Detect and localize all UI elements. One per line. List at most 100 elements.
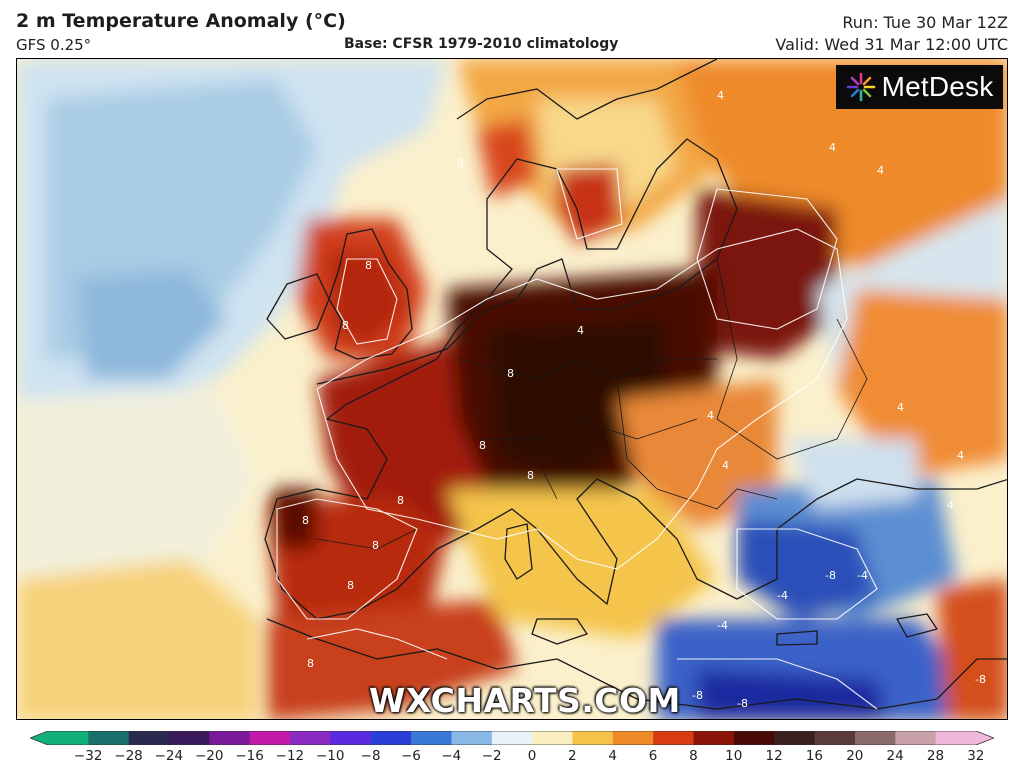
colorbar-segment <box>128 731 170 745</box>
colorbar-tick-label: 28 <box>926 748 945 764</box>
map-canvas: 8 8 8 8 8 8 8 8 8 8 8 4 4 4 4 4 4 4 4 4 … <box>17 59 1007 719</box>
colorbar-tick-label: 2 <box>568 748 577 764</box>
colorbar-tick-label: −2 <box>481 748 502 764</box>
colorbar-segment <box>532 731 574 745</box>
contour-label: -4 <box>857 569 868 582</box>
colorbar-left-arrow <box>30 731 48 745</box>
colorbar-segment <box>209 731 251 745</box>
colorbar-segment <box>612 731 654 745</box>
southwest-warm-area <box>17 559 257 719</box>
colorbar-tick-label: −10 <box>316 748 345 764</box>
contour-label: 8 <box>479 439 486 452</box>
contour-label: -8 <box>825 569 836 582</box>
colorbar-tick-label: −16 <box>235 748 264 764</box>
contour-lines <box>276 168 878 710</box>
contour-label: -4 <box>777 589 788 602</box>
contour-label: -4 <box>717 619 728 632</box>
azores-light-area <box>17 389 257 619</box>
contour-label: 4 <box>897 401 904 414</box>
coastlines <box>264 59 1007 710</box>
colorbar-segment <box>774 731 816 745</box>
colorbar-segment <box>249 731 291 745</box>
metdesk-starburst-icon <box>846 72 876 102</box>
colorbar-segment <box>693 731 735 745</box>
colorbar-segment <box>88 731 130 745</box>
colorbar-tick-label: 20 <box>846 748 864 764</box>
colorbar-segment <box>814 731 856 745</box>
contour-label: 8 <box>507 367 514 380</box>
colorbar-tick-label: −8 <box>360 748 381 764</box>
colorbar-tick-label: 10 <box>725 748 743 764</box>
valid-time-label: Valid: Wed 31 Mar 12:00 UTC <box>775 35 1008 54</box>
metdesk-logo: MetDesk <box>836 65 1003 109</box>
colorbar-tick-label: −6 <box>401 748 421 764</box>
colorbar-segment <box>733 731 775 745</box>
colorbar-segment <box>169 731 210 745</box>
contour-label: 8 <box>307 657 314 670</box>
colorbar-segment <box>370 731 412 745</box>
contour-label: 8 <box>372 539 379 552</box>
north-africa-hot <box>267 599 517 719</box>
colorbar-tick-labels: −32 −28 −24 −20 −16 −12 −10 −8 −6 −4 −2 0 2 4 6 8 10 12 16… <box>0 748 1024 768</box>
contour-label: 4 <box>577 324 584 337</box>
metdesk-logo-text: MetDesk <box>881 71 994 102</box>
contour-label: 4 <box>717 89 724 102</box>
contour-label: 4 <box>947 499 954 512</box>
colorbar-segment <box>935 731 977 745</box>
colorbar-svg <box>28 730 996 746</box>
colorbar-right-arrow <box>976 731 994 745</box>
contour-label: 4 <box>877 164 884 177</box>
colorbar-segment <box>491 731 533 745</box>
colorbar-tick-label: 12 <box>765 748 783 764</box>
colorbar-segment <box>330 731 372 745</box>
contour-label: -8 <box>975 673 986 686</box>
colorbar-segment <box>854 731 896 745</box>
anomaly-map: 8 8 8 8 8 8 8 8 8 8 8 4 4 4 4 4 4 4 4 4 … <box>16 58 1008 720</box>
colorbar-tick-label: −12 <box>275 748 305 764</box>
colorbar-tick-label: 0 <box>527 748 537 764</box>
contour-label: 8 <box>302 514 309 527</box>
colorbar-tick-label: −24 <box>154 748 184 764</box>
colorbar-tick-label: 6 <box>648 748 658 764</box>
model-label: GFS 0.25° <box>16 36 92 54</box>
colorbar-tick-label: 16 <box>805 748 824 764</box>
climatology-base-label: Base: CFSR 1979-2010 climatology <box>344 36 619 52</box>
contour-label: 8 <box>347 579 354 592</box>
run-time-label: Run: Tue 30 Mar 12Z <box>842 13 1008 32</box>
colorbar-segment <box>895 731 937 745</box>
ukraine-cool <box>787 439 917 509</box>
black-sea-orange <box>837 289 1007 479</box>
uk-hot-core <box>327 249 407 349</box>
contour-label: 8 <box>397 494 404 507</box>
contour-label: 4 <box>829 141 836 154</box>
colorbar <box>28 730 996 746</box>
contour-label: 8 <box>457 157 464 170</box>
contour-label: 4 <box>957 449 964 462</box>
contour-label: -8 <box>692 689 703 702</box>
colorbar-tick-label: 8 <box>689 748 698 764</box>
contour-label: 8 <box>527 469 534 482</box>
colorbar-tick-label: 24 <box>886 748 904 764</box>
contour-label: 8 <box>365 259 372 272</box>
atlantic-blue-patch <box>77 269 227 379</box>
colorbar-segment <box>290 731 332 745</box>
colorbar-segment <box>411 731 453 745</box>
colorbar-tick-label: −20 <box>194 748 224 764</box>
map-title: 2 m Temperature Anomaly (°C) <box>16 10 346 32</box>
contour-label: 4 <box>707 409 714 422</box>
contour-label: -8 <box>737 697 748 710</box>
colorbar-segment <box>48 731 89 745</box>
colorbar-tick-label: −32 <box>73 748 103 764</box>
contour-label: 8 <box>342 319 349 332</box>
wxcharts-watermark: WXCHARTS.COM <box>369 681 681 720</box>
colorbar-tick-label: 32 <box>967 748 985 764</box>
colorbar-segment <box>653 731 695 745</box>
east-med-deep <box>697 669 887 719</box>
norway-hot <box>477 119 537 199</box>
contour-label-layer: 8 8 8 8 8 8 8 8 8 8 8 4 4 4 4 4 4 4 4 4 … <box>302 89 986 710</box>
borders <box>316 258 868 550</box>
colorbar-tick-label: −28 <box>114 748 143 764</box>
colorbar-segment <box>451 731 493 745</box>
colorbar-tick-label: 4 <box>608 748 617 764</box>
levant-hot <box>937 579 1007 719</box>
